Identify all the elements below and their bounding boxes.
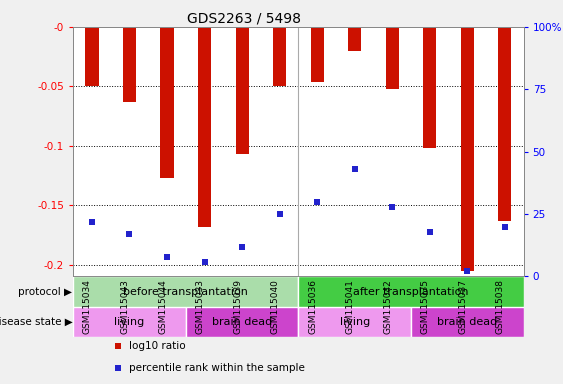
Bar — [411, 307, 524, 338]
Text: GSM115041: GSM115041 — [346, 279, 355, 334]
Title: GDS2263 / 5498: GDS2263 / 5498 — [187, 12, 301, 26]
Text: GSM115038: GSM115038 — [496, 279, 505, 334]
Text: living: living — [114, 317, 145, 327]
Bar — [498, 27, 511, 221]
Text: log10 ratio: log10 ratio — [129, 341, 186, 351]
Bar — [273, 27, 286, 86]
Text: GSM115035: GSM115035 — [421, 279, 430, 334]
Bar — [73, 276, 298, 307]
Bar — [423, 27, 436, 148]
Bar — [198, 27, 211, 227]
Text: percentile rank within the sample: percentile rank within the sample — [129, 363, 305, 373]
Bar — [73, 307, 186, 338]
Text: GSM115039: GSM115039 — [233, 279, 242, 334]
Bar — [311, 27, 324, 81]
Text: protocol ▶: protocol ▶ — [19, 287, 73, 297]
Text: living: living — [339, 317, 370, 327]
Text: disease state ▶: disease state ▶ — [0, 317, 73, 327]
Text: GSM115034: GSM115034 — [83, 279, 92, 334]
Text: GSM115036: GSM115036 — [308, 279, 317, 334]
Text: brain dead: brain dead — [212, 317, 272, 327]
Text: after transplantation: after transplantation — [353, 287, 469, 297]
Text: GSM115042: GSM115042 — [383, 279, 392, 334]
Bar — [235, 27, 249, 154]
Text: GSM115033: GSM115033 — [195, 279, 204, 334]
Text: GSM115044: GSM115044 — [158, 279, 167, 334]
Bar — [186, 307, 298, 338]
Bar — [298, 307, 411, 338]
Text: GSM115040: GSM115040 — [271, 279, 280, 334]
Text: GSM115037: GSM115037 — [458, 279, 467, 334]
Bar — [160, 27, 173, 178]
Bar — [298, 276, 524, 307]
Text: GSM115043: GSM115043 — [120, 279, 129, 334]
Bar — [461, 27, 474, 271]
Text: brain dead: brain dead — [437, 317, 498, 327]
Bar — [386, 27, 399, 89]
Text: before transplantation: before transplantation — [123, 287, 248, 297]
Bar — [86, 27, 99, 86]
Bar — [123, 27, 136, 102]
Bar — [348, 27, 361, 51]
